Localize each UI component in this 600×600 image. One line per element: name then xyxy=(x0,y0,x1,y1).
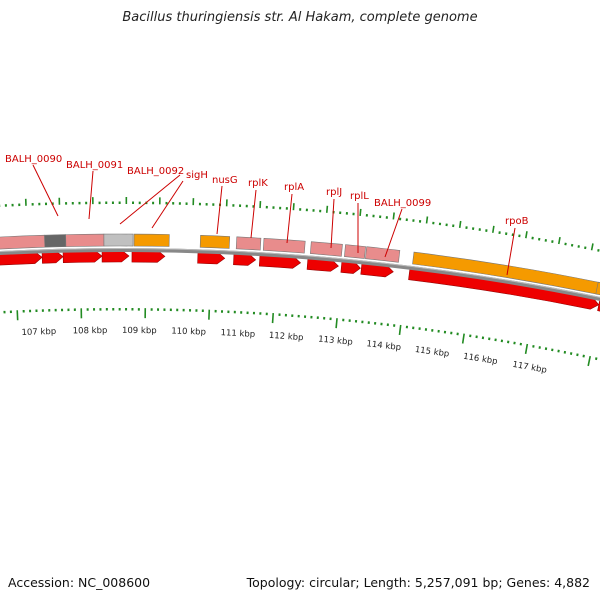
feature-block xyxy=(262,238,306,254)
leader-line xyxy=(151,180,184,229)
leader-line xyxy=(384,208,403,258)
outer-tick xyxy=(359,208,362,216)
leader-line xyxy=(286,193,293,244)
gene-label: BALH_0092 xyxy=(127,166,184,177)
scale-label: 109 kbp xyxy=(122,326,157,336)
outer-tick xyxy=(425,216,429,224)
inner-tick xyxy=(271,313,275,324)
leader-line xyxy=(32,164,59,217)
scale-label: 115 kbp xyxy=(414,345,450,360)
leader-line xyxy=(506,227,516,276)
feature-block xyxy=(365,246,401,263)
scale-label: 114 kbp xyxy=(366,339,402,353)
scale-label: 112 kbp xyxy=(269,331,304,343)
scale-label: 113 kbp xyxy=(318,335,353,348)
gene-label: BALH_0091 xyxy=(66,160,123,171)
gene-label: BALH_0090 xyxy=(5,154,62,165)
inner-tick xyxy=(398,324,402,336)
inner-tick xyxy=(594,357,598,361)
backbone-arc xyxy=(0,248,600,302)
gene-label: BALH_0099 xyxy=(374,198,431,209)
gene-labels: BALH_0090 BALH_0091 BALH_0092 sigH nusG rplK r… xyxy=(5,154,529,276)
leader-line xyxy=(119,174,181,225)
gene-label: sigH xyxy=(186,170,208,181)
inner-tick xyxy=(524,343,529,354)
map-title: Bacillus thuringiensis str. Al Hakam, co… xyxy=(122,10,478,25)
feature-block xyxy=(595,281,600,296)
leader-line xyxy=(250,189,257,239)
gene-label: rplK xyxy=(248,178,268,189)
scale-labels: 107 kbp 108 kbp 109 kbp 110 kbp 111 kbp 112 k… xyxy=(21,326,547,376)
feature-block xyxy=(44,234,67,248)
feature-block xyxy=(0,234,46,250)
feature-block xyxy=(344,244,366,259)
accession-text: Accession: NC_008600 xyxy=(8,575,151,590)
outer-tick xyxy=(292,203,295,211)
gene-label: nusG xyxy=(212,175,238,186)
feature-block xyxy=(199,235,231,249)
backbone xyxy=(0,248,600,302)
feature-track xyxy=(0,233,600,312)
scale-label: 116 kbp xyxy=(462,352,498,367)
outer-tick xyxy=(392,212,395,220)
scale-label: 108 kbp xyxy=(73,326,108,336)
outer-tick xyxy=(458,220,462,229)
feature-block xyxy=(133,233,170,247)
feature-block xyxy=(103,233,134,247)
feature-block xyxy=(65,233,105,247)
outer-tick xyxy=(525,231,528,239)
leader-line xyxy=(216,185,223,235)
leader-line xyxy=(330,198,335,249)
feature-block xyxy=(235,236,262,251)
outer-tick xyxy=(325,205,329,213)
scale-label: 110 kbp xyxy=(171,327,206,338)
summary-text: Topology: circular; Length: 5,257,091 bp… xyxy=(246,575,590,590)
scale-label: 117 kbp xyxy=(512,360,548,376)
outer-tick xyxy=(590,243,594,251)
gene-label: rpoB xyxy=(505,216,529,227)
scale-label: 111 kbp xyxy=(220,328,255,340)
backbone-highlight xyxy=(0,248,600,298)
outer-tick-ring xyxy=(0,197,600,252)
inner-tick xyxy=(587,355,591,367)
inner-tick xyxy=(461,333,465,344)
leader-line xyxy=(88,170,94,220)
scale-label: 107 kbp xyxy=(21,327,56,338)
inner-tick-ring xyxy=(3,307,598,367)
gene-label: rplJ xyxy=(326,187,342,198)
feature-block xyxy=(309,241,343,257)
outer-tick xyxy=(492,225,495,233)
gene-label: rplA xyxy=(284,182,304,193)
outer-tick xyxy=(557,236,561,245)
gene-label: rplL xyxy=(350,191,369,202)
inner-tick xyxy=(335,318,338,329)
cds-arrow xyxy=(597,298,600,312)
